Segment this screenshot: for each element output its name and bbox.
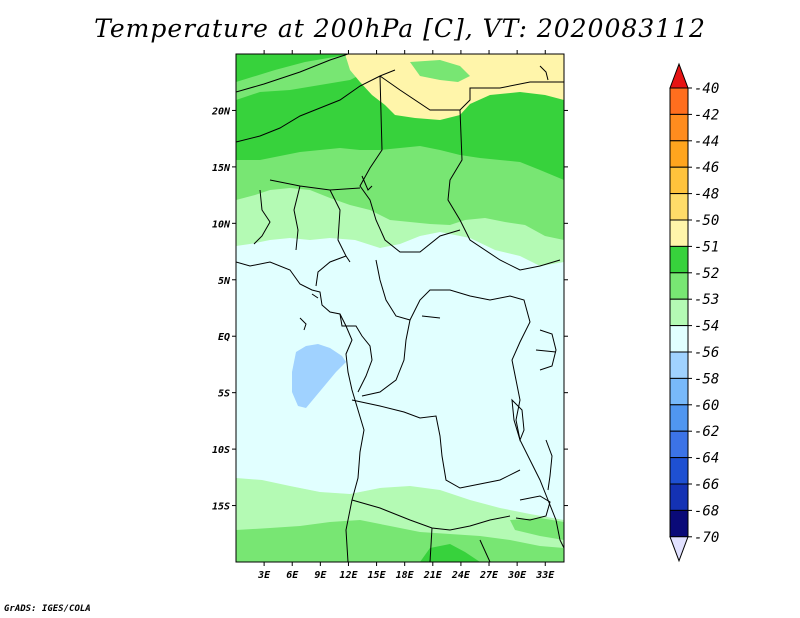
colorbar-label-5: -50 xyxy=(694,213,719,229)
colorbar-top-arrow xyxy=(669,62,689,89)
lon-tick-label-1: 6E xyxy=(286,570,299,581)
colorbar-swatch-1 xyxy=(669,113,689,142)
lon-tick-label-5: 18E xyxy=(396,570,415,581)
coastlines-borders xyxy=(236,54,564,562)
lon-tick-label-7: 24E xyxy=(451,570,471,581)
colorbar-bottom-arrow xyxy=(669,536,689,563)
colorbar-label-1: -42 xyxy=(694,107,719,123)
field-green-strip xyxy=(236,56,370,100)
colorbar-label-12: -60 xyxy=(694,398,719,414)
longitude-axis: 3E 6E 9E 12E 15E 18E 21E 24E 27E 30E 33E xyxy=(257,50,555,581)
colorbar-label-16: -68 xyxy=(694,503,719,519)
colorbar-swatch-12 xyxy=(669,404,689,432)
colorbar-swatch-0 xyxy=(669,87,689,115)
colorbar-label-14: -64 xyxy=(694,451,719,467)
colorbar-label-17: -70 xyxy=(694,530,719,546)
lon-tick-label-3: 12E xyxy=(339,570,358,581)
colorbar-label-4: -48 xyxy=(694,187,719,203)
lon-tick-label-4: 15E xyxy=(368,570,387,581)
colorbar-label-0: -40 xyxy=(694,81,719,97)
colorbar-swatch-13 xyxy=(669,430,689,459)
colorbar-swatch-6 xyxy=(669,245,689,274)
colorbar-label-2: -44 xyxy=(694,134,719,150)
colorbar-swatch-14 xyxy=(669,457,689,485)
lat-tick-label-7: 15S xyxy=(212,502,230,513)
colorbar-swatch-8 xyxy=(669,298,689,327)
field-green-south-east xyxy=(510,518,564,540)
colorbar-swatch-10 xyxy=(669,351,689,379)
colorbar-label-8: -53 xyxy=(694,292,719,308)
chart-title: Temperature at 200hPa [C], VT: 202008311… xyxy=(94,14,706,43)
colorbar-swatch-7 xyxy=(669,272,689,300)
lon-tick-label-2: 9E xyxy=(314,570,327,581)
lat-tick-label-3: 5N xyxy=(218,276,231,287)
credit-label: GrADS: IGES/COLA xyxy=(4,604,91,614)
colorbar-label-10: -56 xyxy=(694,345,719,361)
field-green-inlet xyxy=(410,60,470,82)
colorbar-label-13: -62 xyxy=(694,424,719,440)
colorbar-label-9: -54 xyxy=(694,319,719,335)
lon-tick-label-6: 21E xyxy=(423,570,443,581)
field-green-south xyxy=(236,520,564,562)
colorbar-label-3: -46 xyxy=(694,160,719,176)
colorbar-swatch-16 xyxy=(669,509,689,538)
colorbar: -40 -42 -44 -46 -48 -50 -51 -52 -53 -54 -56 -58 -60 -… xyxy=(669,62,719,563)
field-blue-patch xyxy=(292,344,346,408)
colorbar-label-7: -52 xyxy=(694,266,719,282)
colorbar-swatch-2 xyxy=(669,140,689,168)
lat-tick-label-6: 10S xyxy=(212,445,230,456)
colorbar-swatch-11 xyxy=(669,377,689,406)
colorbar-swatch-4 xyxy=(669,193,689,221)
lon-tick-label-9: 30E xyxy=(507,570,527,581)
latitude-axis: 20N 15N 10N 5N EQ 5S 10S 15S xyxy=(211,106,568,513)
field-dark-green-south xyxy=(420,544,480,562)
colorbar-swatch-3 xyxy=(669,166,689,195)
lon-tick-label-8: 27E xyxy=(479,570,499,581)
map-frame xyxy=(235,53,565,563)
colorbar-swatch-15 xyxy=(669,483,689,511)
lon-tick-label-0: 3E xyxy=(257,570,271,581)
lat-tick-label-4: EQ xyxy=(218,332,230,343)
lat-tick-label-0: 20N xyxy=(211,106,231,117)
colorbar-label-15: -66 xyxy=(694,477,719,493)
colorbar-label-11: -58 xyxy=(694,371,719,387)
lat-tick-label-1: 15N xyxy=(212,163,231,174)
temperature-field xyxy=(236,54,564,562)
field-yellow-patch xyxy=(345,54,564,120)
colorbar-label-6: -51 xyxy=(694,239,719,255)
lat-tick-label-2: 10N xyxy=(212,219,231,230)
colorbar-swatch-5 xyxy=(669,219,689,247)
lat-tick-label-5: 5S xyxy=(218,389,230,400)
colorbar-swatch-9 xyxy=(669,325,689,353)
lon-tick-label-10: 33E xyxy=(535,570,555,581)
